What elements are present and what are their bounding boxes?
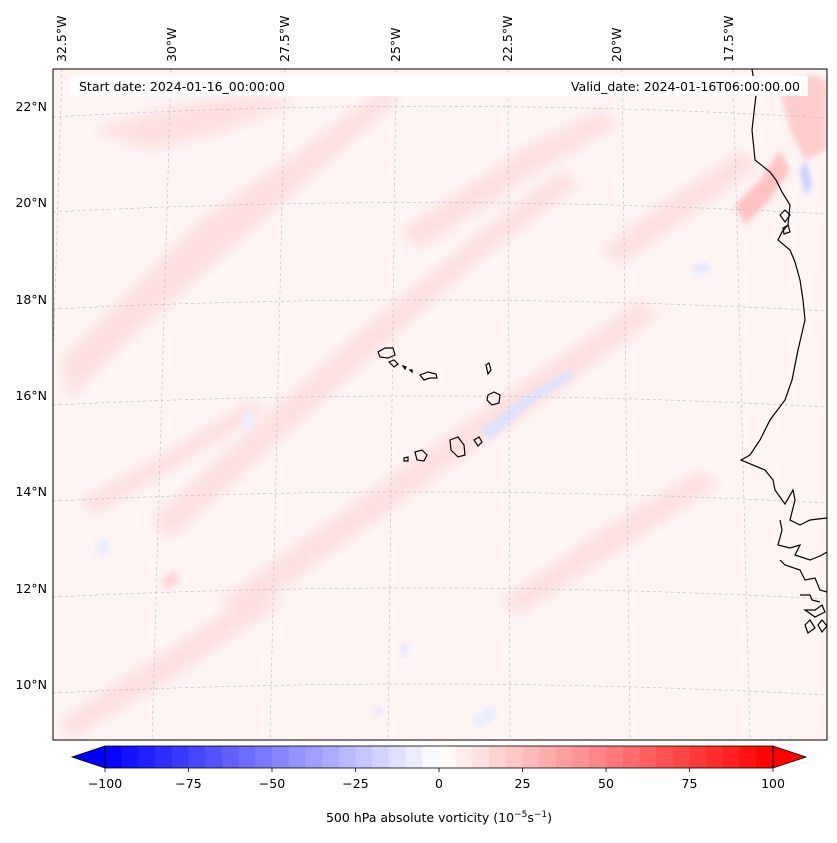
colorbar-high-extend	[772, 745, 808, 769]
colorbar-cell	[338, 746, 356, 768]
colorbar-cell	[739, 746, 757, 768]
colorbar-cell	[288, 746, 306, 768]
colorbar-label: 500 hPa absolute vorticity (10−5s−1)	[326, 810, 552, 825]
colorbar-cell	[255, 746, 273, 768]
cb-tick-neg100: −100	[88, 776, 122, 791]
coastlines	[739, 69, 827, 634]
colorbar-tick-labels: −100 −75 −50 −25 0 25 50 75 100	[88, 776, 785, 791]
colorbar-cell	[589, 746, 607, 768]
colorbar-cell	[455, 746, 473, 768]
colorbar-cell	[555, 746, 573, 768]
gridlines	[53, 69, 827, 740]
cb-tick-neg25: −25	[342, 776, 368, 791]
colorbar-cell	[639, 746, 657, 768]
lon-label-25w: 25°W	[388, 27, 403, 62]
cb-tick-25: 25	[515, 776, 531, 791]
lat-label-16n: 16°N	[15, 388, 47, 403]
lat-label-22n: 22°N	[15, 99, 47, 114]
cb-tick-75: 75	[682, 776, 698, 791]
colorbar-cell	[656, 746, 674, 768]
colorbar-cell	[221, 746, 239, 768]
colorbar-low-extend	[70, 745, 106, 769]
colorbar-cell	[706, 746, 724, 768]
colorbar-cell	[489, 746, 507, 768]
colorbar-cell	[388, 746, 406, 768]
colorbar-cell	[405, 746, 423, 768]
vorticity-field	[60, 75, 827, 740]
lon-label-22-5w: 22.5°W	[500, 16, 515, 62]
colorbar-cell	[121, 746, 139, 768]
cb-tick-100: 100	[761, 776, 785, 791]
colorbar-cell	[472, 746, 490, 768]
colorbar-cell	[372, 746, 390, 768]
colorbar-cell	[205, 746, 223, 768]
valid-date-label: Valid_date: 2024-01-16T06:00:00.00	[571, 79, 800, 94]
colorbar-cell	[672, 746, 690, 768]
lat-label-10n: 10°N	[15, 677, 47, 692]
colorbar-cell	[238, 746, 256, 768]
lon-label-17-5w: 17.5°W	[721, 16, 736, 62]
lon-label-32-5w: 32.5°W	[54, 16, 69, 62]
colorbar-cell	[439, 746, 457, 768]
start-date-label: Start date: 2024-01-16_00:00:00	[79, 79, 285, 94]
colorbar-cell	[756, 746, 774, 768]
colorbar-cell	[572, 746, 590, 768]
lat-label-20n: 20°N	[15, 195, 47, 210]
colorbar-cell	[155, 746, 173, 768]
colorbar-cell	[539, 746, 557, 768]
cb-tick-50: 50	[598, 776, 614, 791]
colorbar-cell	[522, 746, 540, 768]
lon-label-30w: 30°W	[164, 27, 179, 62]
colorbar: −100 −75 −50 −25 0 25 50 75 100 500 hPa …	[70, 745, 808, 825]
colorbar-ticks	[104, 768, 774, 772]
colorbar-cell	[622, 746, 640, 768]
longitude-labels: 32.5°W 30°W 27.5°W 25°W 22.5°W 20°W 17.5…	[54, 16, 736, 62]
colorbar-cell	[272, 746, 290, 768]
lat-label-12n: 12°N	[15, 581, 47, 596]
colorbar-cell	[722, 746, 740, 768]
lat-label-18n: 18°N	[15, 292, 47, 307]
cb-tick-neg50: −50	[259, 776, 285, 791]
latitude-labels: 22°N 20°N 18°N 16°N 14°N 12°N 10°N	[15, 99, 47, 692]
colorbar-cell	[355, 746, 373, 768]
colorbar-cell	[689, 746, 707, 768]
colorbar-cell	[606, 746, 624, 768]
colorbar-cell	[105, 746, 123, 768]
lat-label-14n: 14°N	[15, 484, 47, 499]
colorbar-cell	[138, 746, 156, 768]
colorbar-cells	[105, 746, 774, 768]
map-panel: Start date: 2024-01-16_00:00:00 Valid_da…	[52, 68, 828, 741]
colorbar-cell	[171, 746, 189, 768]
lon-label-20w: 20°W	[609, 27, 624, 62]
colorbar-cell	[505, 746, 523, 768]
colorbar-cell	[422, 746, 440, 768]
cb-tick-neg75: −75	[175, 776, 201, 791]
map-frame	[52, 68, 828, 741]
date-banner	[70, 76, 808, 96]
colorbar-cell	[322, 746, 340, 768]
africa-coastline	[739, 69, 827, 526]
cape-verde-islands	[377, 347, 501, 462]
lon-label-27-5w: 27.5°W	[277, 16, 292, 62]
cb-tick-0: 0	[435, 776, 443, 791]
colorbar-cell	[305, 746, 323, 768]
colorbar-cell	[188, 746, 206, 768]
